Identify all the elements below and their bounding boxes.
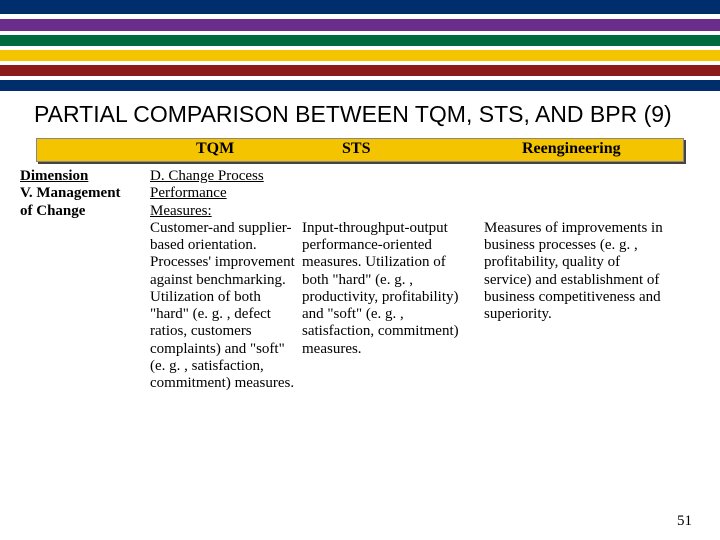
subheading-line2: Performance: [150, 185, 302, 202]
slide-title: PARTIAL COMPARISON BETWEEN TQM, STS, AND…: [0, 91, 720, 136]
header-reengineering: Reengineering: [522, 140, 621, 158]
column-sts: Input-throughput-output performance-orie…: [302, 168, 484, 392]
stripe: [0, 19, 720, 31]
page-number: 51: [677, 513, 692, 530]
dimension-heading: Dimension: [20, 168, 150, 185]
reeng-body: Measures of improvements in business pro…: [484, 220, 664, 324]
column-reengineering: Measures of improvements in business pro…: [484, 168, 664, 392]
dimension-label-line2: of Change: [20, 203, 150, 220]
column-dimension: Dimension V. Management of Change: [20, 168, 150, 392]
column-tqm: D. Change Process Performance Measures: …: [150, 168, 302, 392]
subheading-line3: Measures:: [150, 203, 302, 220]
dimension-label-line1: V. Management: [20, 185, 150, 202]
stripe: [0, 35, 720, 46]
stripe: [0, 80, 720, 91]
stripe: [0, 0, 720, 14]
column-header-row: TQM STS Reengineering: [36, 138, 684, 162]
stripe: [0, 50, 720, 61]
tqm-body: Customer-and supplier-based orientation.…: [150, 220, 302, 393]
stripe: [0, 65, 720, 76]
content-area: Dimension V. Management of Change D. Cha…: [0, 162, 720, 392]
subheading-line1: D. Change Process: [150, 168, 302, 185]
sts-body: Input-throughput-output performance-orie…: [302, 220, 476, 358]
header-tqm: TQM: [196, 140, 234, 158]
decorative-stripes: [0, 0, 720, 91]
header-sts: STS: [342, 140, 370, 158]
